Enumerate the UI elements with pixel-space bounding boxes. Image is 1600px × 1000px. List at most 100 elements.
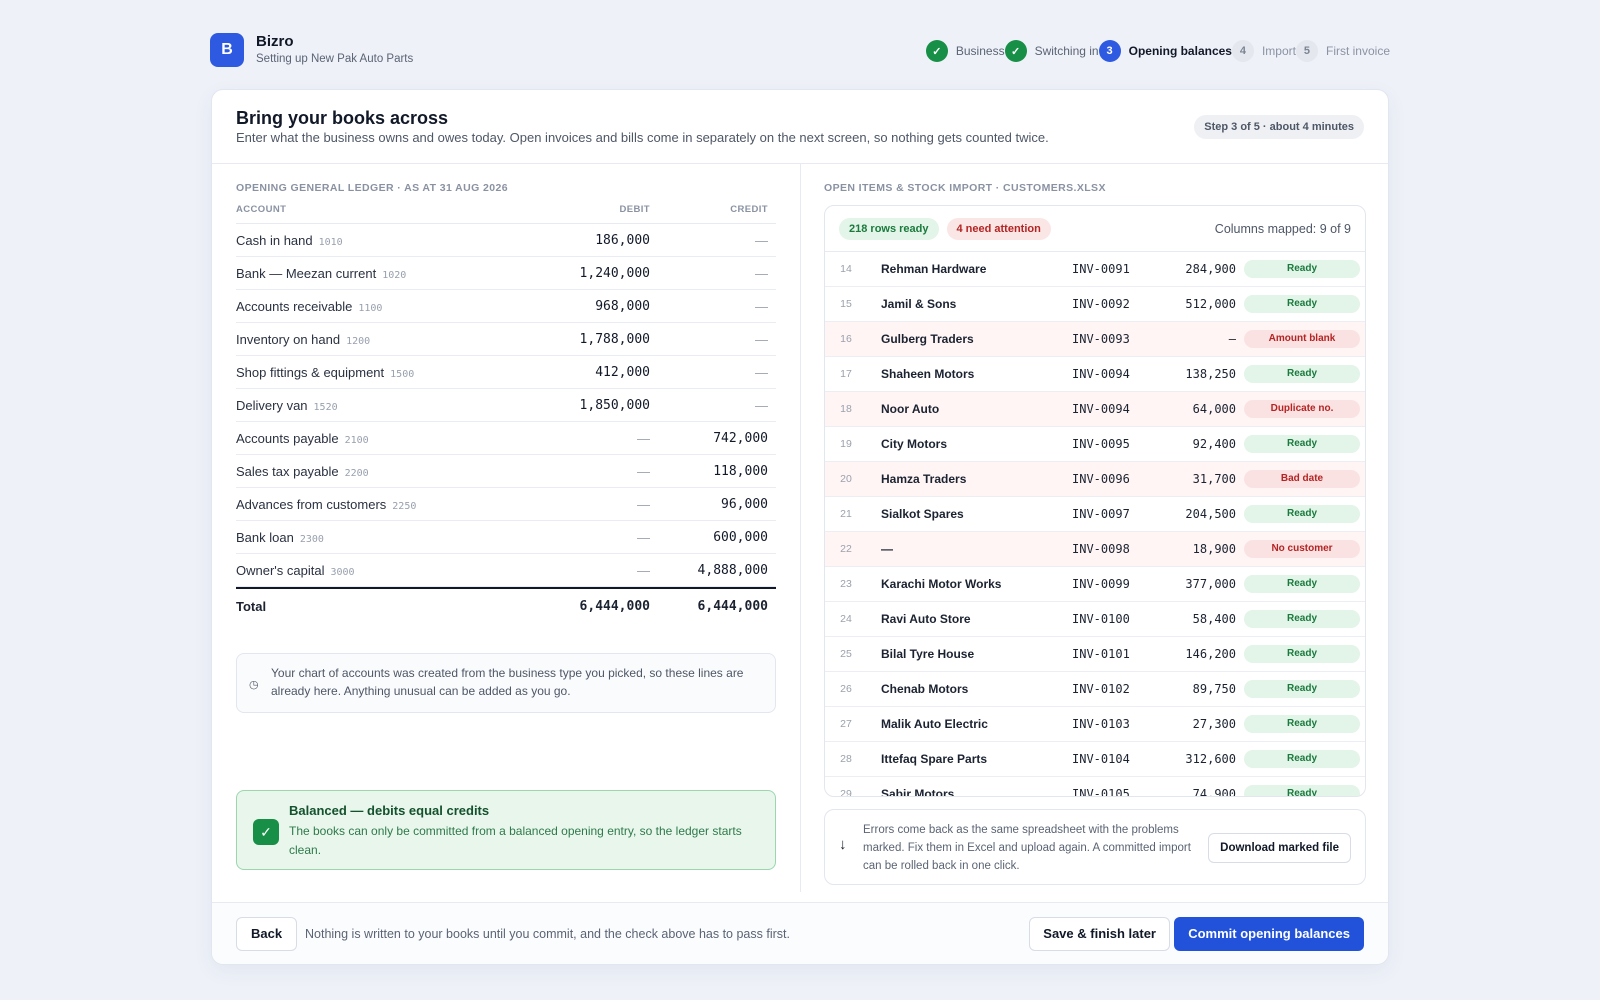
debit-value[interactable]: 1,850,000 [579,397,650,413]
credit-value[interactable]: — [755,298,768,314]
ledger-row[interactable]: Sales tax payable 2200 — 118,000 [236,455,776,488]
invoice-amount: — [1228,332,1236,346]
debit-value[interactable]: — [637,430,650,446]
ledger-total-row: Total 6,444,000 6,444,000 [236,587,776,623]
customer-name: Ittefaq Spare Parts [881,752,988,766]
customer-name: City Motors [881,437,947,451]
ledger-account: Accounts receivable 1100 [236,299,550,314]
invoice-amount: 31,700 [1192,472,1236,486]
row-number: 17 [840,368,852,380]
account-code: 1500 [390,368,415,380]
debit-value[interactable]: 186,000 [595,232,650,248]
table-row[interactable]: 18 Noor Auto INV-0094 64,000 Duplicate no. [825,392,1365,427]
row-number: 24 [840,613,852,625]
error-handling-text: Errors come back as the same spreadsheet… [863,824,1191,872]
credit-value[interactable]: 4,888,000 [697,562,768,578]
ledger-row[interactable]: Bank loan 2300 — 600,000 [236,521,776,554]
download-marked-file-button[interactable]: Download marked file [1208,833,1351,863]
invoice-amount: 89,750 [1192,682,1236,696]
row-number: 14 [840,263,852,275]
step-progress-badge: Step 3 of 5 · about 4 minutes [1194,115,1364,139]
row-number: 21 [840,508,852,520]
table-row[interactable]: 16 Gulberg Traders INV-0093 — Amount blank [825,322,1365,357]
rows-ready-badge[interactable]: 218 rows ready [839,217,939,240]
import-section-label: OPEN ITEMS & STOCK IMPORT · CUSTOMERS.XL… [824,182,1106,194]
invoice-number: INV-0097 [1072,507,1130,521]
credit-value[interactable]: 118,000 [713,463,768,479]
table-row[interactable]: 24 Ravi Auto Store INV-0100 58,400 Ready [825,602,1365,637]
step-import[interactable]: 4 Import [1231,40,1296,62]
invoice-number: INV-0098 [1072,542,1130,556]
ledger-row[interactable]: Shop fittings & equipment 1500 412,000 — [236,356,776,389]
table-row[interactable]: 19 City Motors INV-0095 92,400 Ready [825,427,1365,462]
customer-name: Chenab Motors [881,682,969,696]
invoice-number: INV-0091 [1072,262,1130,276]
credit-value[interactable]: 96,000 [721,496,768,512]
customer-name: Sabir Motors [881,787,955,797]
account-code: 1100 [358,302,383,314]
row-number: 23 [840,578,852,590]
debit-value[interactable]: — [637,496,650,512]
ledger-row[interactable]: Owner's capital 3000 — 4,888,000 [236,554,776,587]
opening-balances-card: Bring your books across Enter what the b… [211,89,1389,965]
credit-value[interactable]: 600,000 [713,529,768,545]
debit-value[interactable]: 1,240,000 [579,265,650,281]
commit-opening-balances-button[interactable]: Commit opening balances [1174,917,1364,951]
ledger-row[interactable]: Inventory on hand 1200 1,788,000 — [236,323,776,356]
card-header: Bring your books across Enter what the b… [212,90,1388,164]
table-row[interactable]: 14 Rehman Hardware INV-0091 284,900 Ready [825,252,1365,287]
row-number: 16 [840,333,852,345]
table-row[interactable]: 25 Bilal Tyre House INV-0101 146,200 Ready [825,637,1365,672]
table-row[interactable]: 23 Karachi Motor Works INV-0099 377,000 Read… [825,567,1365,602]
credit-value[interactable]: — [755,331,768,347]
ledger-row[interactable]: Accounts payable 2100 — 742,000 [236,422,776,455]
chart-of-accounts-info-text: Your chart of accounts was created from … [271,666,744,698]
table-row[interactable]: 17 Shaheen Motors INV-0094 138,250 Ready [825,357,1365,392]
debit-value[interactable]: 412,000 [595,364,650,380]
step-switching-in[interactable]: ✓ Switching in [1004,40,1099,62]
table-row[interactable]: 21 Sialkot Spares INV-0097 204,500 Ready [825,497,1365,532]
credit-value[interactable]: — [755,397,768,413]
save-finish-later-button[interactable]: Save & finish later [1029,917,1170,951]
invoice-amount: 92,400 [1192,437,1236,451]
table-row[interactable]: 27 Malik Auto Electric INV-0103 27,300 Ready [825,707,1365,742]
ledger-row[interactable]: Accounts receivable 1100 968,000 — [236,290,776,323]
ledger-account: Owner's capital 3000 [236,563,550,578]
account-code: 2200 [344,467,369,479]
back-button[interactable]: Back [236,917,298,951]
credit-value[interactable]: — [755,265,768,281]
account-name: Inventory on hand [236,331,341,347]
ledger-row[interactable]: Delivery van 1520 1,850,000 — [236,389,776,422]
table-row[interactable]: 20 Hamza Traders INV-0096 31,700 Bad date [825,462,1365,497]
ledger-row[interactable]: Bank — Meezan current 1020 1,240,000 — [236,257,776,290]
account-code: 3000 [330,566,355,578]
table-row[interactable]: 28 Ittefaq Spare Parts INV-0104 312,600 Read… [825,742,1365,777]
ledger-row[interactable]: Advances from customers 2250 — 96,000 [236,488,776,521]
step-number: 4 [1231,40,1254,62]
ledger-row[interactable]: Cash in hand 1010 186,000 — [236,224,776,257]
table-row[interactable]: 26 Chenab Motors INV-0102 89,750 Ready [825,672,1365,707]
step-opening-balances[interactable]: 3 Opening balances [1098,40,1232,62]
table-row[interactable]: 22 — INV-0098 18,900 No customer [825,532,1365,567]
import-preview[interactable]: 218 rows ready 4 need attention Columns … [824,205,1366,797]
credit-value[interactable]: — [755,364,768,380]
ledger-account: Cash in hand 1010 [236,233,550,248]
debit-value[interactable]: 968,000 [595,298,650,314]
debit-value[interactable]: 1,788,000 [579,331,650,347]
status-badge: Ready [1244,715,1360,733]
debit-value[interactable]: — [637,562,650,578]
credit-value[interactable]: 742,000 [713,430,768,446]
step-business[interactable]: ✓ Business [925,40,1005,62]
step-first-invoice[interactable]: 5 First invoice [1295,40,1390,62]
debit-value[interactable]: — [637,463,650,479]
invoice-amount: 18,900 [1192,542,1236,556]
brand-subtitle: Setting up New Pak Auto Parts [256,53,414,65]
table-row[interactable]: 15 Jamil & Sons INV-0092 512,000 Ready [825,287,1365,322]
table-row[interactable]: 29 Sabir Motors INV-0105 74,900 Ready [825,777,1365,797]
customer-name: Ravi Auto Store [881,612,971,626]
credit-value[interactable]: — [755,232,768,248]
need-attention-badge[interactable]: 4 need attention [946,217,1051,240]
debit-value[interactable]: — [637,529,650,545]
columns-mapped: Columns mapped: 9 of 9 [1214,221,1351,236]
row-number: 28 [840,753,852,765]
